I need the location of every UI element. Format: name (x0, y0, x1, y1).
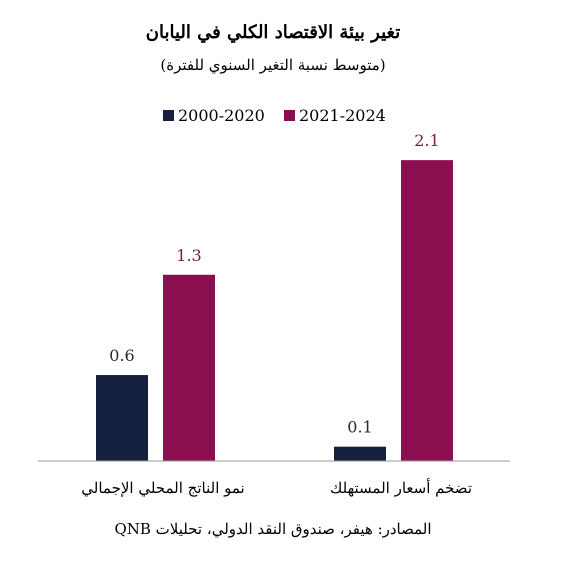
legend: 2000-2020 2021-2024 (163, 106, 386, 125)
chart-subtitle: (متوسط نسبة التغير السنوي للفترة) (160, 56, 386, 74)
value-labels: 0.6 1.3 0.1 2.1 (109, 131, 439, 437)
bars (96, 160, 453, 461)
legend-label-1: 2000-2020 (178, 106, 265, 125)
category-label-1: نمو الناتج المحلي الإجمالي (81, 479, 244, 497)
legend-label-2: 2021-2024 (299, 106, 386, 125)
bar-1-series-1 (96, 375, 148, 461)
value-label-2-2: 2.1 (414, 131, 439, 150)
legend-swatch-2 (284, 110, 295, 121)
value-label-2-1: 0.1 (347, 418, 372, 437)
value-label-1-2: 1.3 (176, 246, 201, 265)
bar-chart: 2000-2020 2021-2024 0.6 1.3 0.1 2.1 نمو النا… (38, 106, 510, 497)
legend-swatch-1 (163, 110, 174, 121)
bar-2-series-2 (401, 160, 453, 461)
value-label-1-1: 0.6 (109, 346, 134, 365)
chart-title: تغير بيئة الاقتصاد الكلي في اليابان (145, 22, 401, 43)
category-labels: نمو الناتج المحلي الإجمالي تضخم أسعار الم… (81, 478, 472, 497)
bar-2-series-1 (334, 446, 386, 461)
category-label-2: تضخم أسعار المستهلك (330, 478, 472, 497)
bar-1-series-2 (163, 274, 215, 461)
chart-source: المصادر: هيفر، صندوق النقد الدولي، تحليل… (114, 520, 432, 538)
